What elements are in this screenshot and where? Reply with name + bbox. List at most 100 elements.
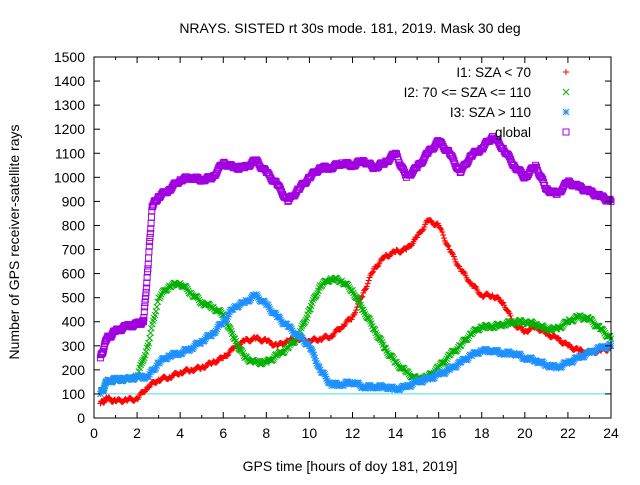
data-point	[329, 333, 336, 340]
data-point	[140, 356, 147, 364]
data-point	[254, 292, 261, 300]
data-point	[460, 268, 467, 275]
data-point	[225, 310, 232, 318]
data-point	[238, 347, 246, 355]
data-point	[98, 350, 106, 358]
data-point	[146, 229, 154, 237]
chart-title: NRAYS. SISTED rt 30s mode. 181, 2019. Ma…	[179, 20, 520, 36]
data-point	[219, 355, 226, 362]
data-point	[382, 345, 390, 352]
y-tick-label: 1400	[54, 73, 85, 89]
data-point	[100, 384, 108, 391]
data-point	[380, 255, 387, 262]
data-point	[310, 351, 318, 359]
data-point	[419, 227, 426, 234]
data-point	[99, 347, 107, 355]
y-tick-label: 200	[62, 362, 86, 378]
data-point	[146, 334, 154, 342]
x-tick-label: 16	[431, 425, 447, 441]
data-point	[145, 373, 153, 381]
data-point	[144, 265, 152, 273]
x-tick-label: 12	[345, 425, 361, 441]
data-point	[374, 263, 381, 270]
data-point	[142, 388, 149, 395]
data-point	[467, 278, 474, 285]
data-point	[305, 340, 312, 348]
x-tick-label: 4	[176, 425, 184, 441]
data-point	[344, 281, 352, 289]
x-tick-label: 0	[90, 425, 98, 441]
data-point	[223, 315, 231, 322]
data-point	[183, 284, 190, 291]
data-point	[322, 373, 329, 380]
data-point	[201, 335, 209, 343]
x-axis-ticks: 0 2 4 6 8 10 12 14 16 18 20 22 24	[90, 57, 619, 441]
data-point	[313, 291, 320, 299]
data-point	[218, 320, 226, 328]
data-point	[100, 386, 108, 393]
data-point	[606, 195, 614, 203]
data-point	[157, 358, 164, 366]
data-point	[277, 316, 285, 324]
y-tick-label: 1100	[55, 145, 85, 161]
y-tick-label: 500	[62, 290, 86, 306]
data-point	[445, 243, 452, 250]
data-point	[309, 296, 317, 304]
legend-marker	[562, 108, 570, 116]
data-point	[399, 164, 407, 172]
y-tick-label: 700	[62, 242, 86, 258]
data-point	[141, 299, 149, 307]
legend-marker	[563, 69, 569, 75]
data-point	[146, 370, 154, 378]
data-point	[160, 286, 168, 294]
data-point	[506, 153, 514, 161]
data-point	[421, 224, 428, 231]
x-tick-label: 2	[133, 425, 141, 441]
data-point	[142, 292, 150, 300]
data-point	[246, 296, 254, 304]
data-point	[276, 183, 284, 191]
data-point	[101, 399, 108, 406]
data-point	[323, 375, 330, 383]
data-point	[370, 268, 377, 275]
data-point	[301, 318, 309, 326]
data-point	[143, 273, 151, 281]
data-point	[500, 299, 507, 306]
data-point	[377, 336, 385, 344]
legend-marker	[562, 128, 570, 136]
data-point	[465, 352, 473, 360]
data-point	[359, 306, 367, 314]
data-point	[140, 308, 148, 316]
x-tick-label: 18	[474, 425, 490, 441]
data-point	[224, 352, 231, 359]
data-point	[266, 305, 274, 313]
data-point	[145, 242, 153, 250]
legend-label: I3: SZA > 110	[450, 105, 531, 120]
y-tick-label: 1300	[54, 97, 85, 113]
data-point	[306, 342, 313, 350]
data-point	[313, 360, 320, 367]
data-point	[142, 284, 150, 292]
data-point	[140, 318, 148, 326]
data-point	[145, 254, 153, 262]
data-point	[450, 253, 457, 260]
data-point	[143, 344, 151, 352]
data-point	[311, 354, 319, 362]
x-tick-label: 24	[603, 425, 619, 441]
y-axis-label: Number of GPS receiver-satellite rays	[6, 125, 22, 360]
series-3	[97, 291, 615, 398]
data-point	[308, 347, 316, 354]
data-point	[137, 361, 145, 369]
series-1	[97, 216, 614, 407]
data-point	[97, 390, 104, 398]
data-marks	[96, 132, 615, 407]
data-point	[453, 362, 460, 370]
x-tick-label: 6	[219, 425, 227, 441]
data-point	[472, 283, 479, 290]
data-point	[224, 313, 232, 320]
data-point	[440, 231, 447, 238]
data-point	[147, 225, 155, 233]
y-tick-label: 1500	[54, 49, 85, 65]
data-point	[507, 312, 514, 319]
